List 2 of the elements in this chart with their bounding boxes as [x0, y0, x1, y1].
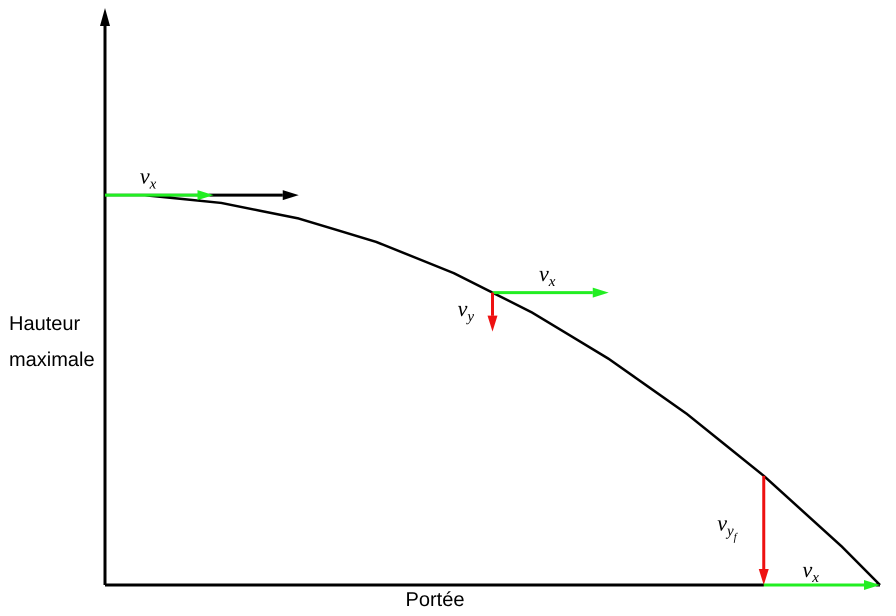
x-axis-title: Portée — [406, 589, 464, 611]
y-axis-title: Hauteur maximale — [9, 313, 95, 371]
